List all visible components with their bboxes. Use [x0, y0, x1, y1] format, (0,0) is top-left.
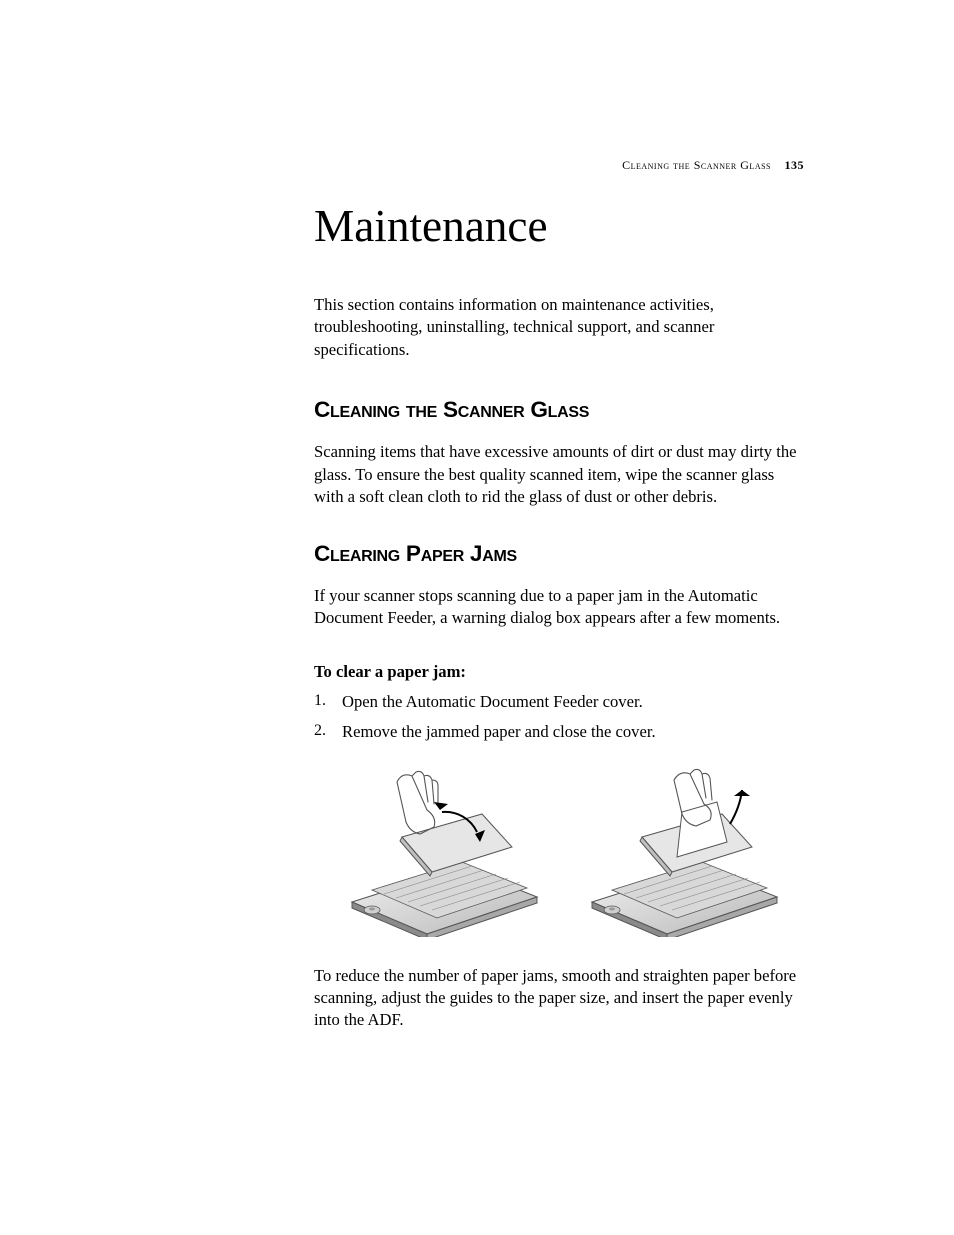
- section-heading-cleaning: Cleaning the Scanner Glass: [314, 397, 804, 423]
- figure-remove-paper-icon: [582, 762, 782, 937]
- intro-paragraph: This section contains information on mai…: [314, 294, 804, 361]
- step-number: 1.: [314, 692, 342, 712]
- section-body-jams: If your scanner stops scanning due to a …: [314, 585, 804, 630]
- section-body-cleaning: Scanning items that have excessive amoun…: [314, 441, 804, 508]
- step-number: 2.: [314, 722, 342, 742]
- section-heading-jams: Clearing Paper Jams: [314, 541, 804, 567]
- step-item: 1. Open the Automatic Document Feeder co…: [314, 692, 804, 712]
- chapter-title: Maintenance: [314, 200, 804, 252]
- step-text: Open the Automatic Document Feeder cover…: [342, 692, 643, 712]
- figure-row: [342, 762, 804, 937]
- steps-list: 1. Open the Automatic Document Feeder co…: [314, 692, 804, 742]
- subheading-clear-jam: To clear a paper jam:: [314, 662, 804, 682]
- step-item: 2. Remove the jammed paper and close the…: [314, 722, 804, 742]
- page-content: Maintenance This section contains inform…: [314, 150, 804, 1032]
- step-text: Remove the jammed paper and close the co…: [342, 722, 656, 742]
- closing-paragraph: To reduce the number of paper jams, smoo…: [314, 965, 804, 1032]
- figure-open-cover-icon: [342, 762, 542, 937]
